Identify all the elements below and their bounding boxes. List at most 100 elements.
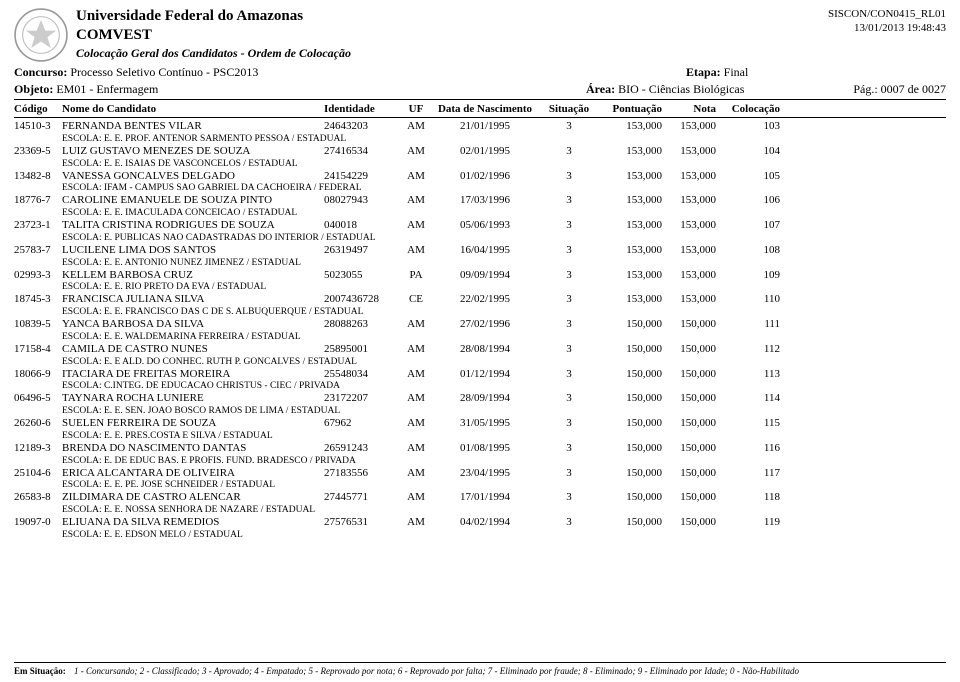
- candidate-school: ESCOLA: E. E. SEN. JOAO BOSCO RAMOS DE L…: [14, 406, 946, 416]
- cell-pontuacao: 150,000: [598, 516, 662, 530]
- cell-colocacao: 107: [716, 219, 780, 233]
- cell-situacao: 3: [540, 120, 598, 134]
- cell-colocacao: 113: [716, 368, 780, 382]
- concurso-label: Concurso:: [14, 65, 67, 79]
- cell-pontuacao: 153,000: [598, 170, 662, 184]
- cell-situacao: 3: [540, 269, 598, 283]
- candidate-school: ESCOLA: E. E. ANTONIO NUNEZ JIMENEZ / ES…: [14, 258, 946, 268]
- cell-colocacao: 110: [716, 293, 780, 307]
- etapa-value: Final: [724, 65, 749, 79]
- area-value: BIO - Ciências Biológicas: [618, 82, 744, 96]
- cell-nome: CAMILA DE CASTRO NUNES: [62, 343, 324, 357]
- cell-nome: BRENDA DO NASCIMENTO DANTAS: [62, 442, 324, 456]
- cell-nota: 150,000: [662, 417, 716, 431]
- candidate-school: ESCOLA: E. E. RIO PRETO DA EVA / ESTADUA…: [14, 282, 946, 292]
- col-colocacao: Colocação: [716, 103, 780, 115]
- candidate-row: 12189-3BRENDA DO NASCIMENTO DANTAS265912…: [14, 442, 946, 456]
- cell-uf: AM: [402, 368, 430, 382]
- cell-codigo: 12189-3: [14, 442, 62, 456]
- meta-row-2: Objeto: EM01 - Enfermagem Área: BIO - Ci…: [14, 82, 946, 100]
- cell-pontuacao: 153,000: [598, 194, 662, 208]
- cell-situacao: 3: [540, 194, 598, 208]
- candidate-row: 23369-5LUIZ GUSTAVO MENEZES DE SOUZA2741…: [14, 145, 946, 159]
- cell-uf: AM: [402, 392, 430, 406]
- cell-pontuacao: 150,000: [598, 417, 662, 431]
- cell-nome: YANCA BARBOSA DA SILVA: [62, 318, 324, 332]
- candidate-row: 25104-6ERICA ALCANTARA DE OLIVEIRA271835…: [14, 467, 946, 481]
- cell-nome: TAYNARA ROCHA LUNIERE: [62, 392, 324, 406]
- candidate-school: ESCOLA: E. E ALD. DO CONHEC. RUTH P. GON…: [14, 357, 946, 367]
- concurso-value: Processo Seletivo Contínuo - PSC2013: [70, 65, 258, 79]
- legend-footer: Em Situação: 1 - Concursando; 2 - Classi…: [14, 662, 946, 676]
- report-subtitle: Colocação Geral dos Candidatos - Ordem d…: [76, 46, 946, 61]
- cell-colocacao: 118: [716, 491, 780, 505]
- cell-colocacao: 104: [716, 145, 780, 159]
- cell-identidade: 25895001: [324, 343, 402, 357]
- cell-identidade: 26319497: [324, 244, 402, 258]
- cell-pontuacao: 153,000: [598, 244, 662, 258]
- system-meta: SISCON/CON0415_RL01 13/01/2013 19:48:43: [828, 8, 946, 34]
- cell-uf: AM: [402, 516, 430, 530]
- cell-nome: KELLEM BARBOSA CRUZ: [62, 269, 324, 283]
- candidate-school: ESCOLA: E. E. PE. JOSE SCHNEIDER / ESTAD…: [14, 480, 946, 490]
- cell-codigo: 25783-7: [14, 244, 62, 258]
- cell-nota: 153,000: [662, 219, 716, 233]
- col-uf: UF: [402, 103, 430, 115]
- cell-uf: AM: [402, 145, 430, 159]
- cell-identidade: 24643203: [324, 120, 402, 134]
- cell-pontuacao: 150,000: [598, 392, 662, 406]
- cell-codigo: 06496-5: [14, 392, 62, 406]
- col-identidade: Identidade: [324, 103, 402, 115]
- university-seal-icon: [14, 8, 68, 62]
- cell-codigo: 18066-9: [14, 368, 62, 382]
- cell-situacao: 3: [540, 491, 598, 505]
- candidate-school: ESCOLA: E. E. WALDEMARINA FERREIRA / EST…: [14, 332, 946, 342]
- cell-nota: 153,000: [662, 194, 716, 208]
- cell-data: 28/08/1994: [430, 343, 540, 357]
- cell-uf: AM: [402, 318, 430, 332]
- cell-data: 28/09/1994: [430, 392, 540, 406]
- cell-identidade: 27183556: [324, 467, 402, 481]
- cell-data: 04/02/1994: [430, 516, 540, 530]
- cell-data: 22/02/1995: [430, 293, 540, 307]
- cell-pontuacao: 150,000: [598, 318, 662, 332]
- cell-uf: AM: [402, 170, 430, 184]
- cell-nome: ELIUANA DA SILVA REMEDIOS: [62, 516, 324, 530]
- cell-codigo: 02993-3: [14, 269, 62, 283]
- cell-identidade: 24154229: [324, 170, 402, 184]
- area-label: Área:: [586, 82, 615, 96]
- cell-situacao: 3: [540, 293, 598, 307]
- cell-nome: TALITA CRISTINA RODRIGUES DE SOUZA: [62, 219, 324, 233]
- cell-situacao: 3: [540, 145, 598, 159]
- cell-uf: AM: [402, 343, 430, 357]
- cell-colocacao: 116: [716, 442, 780, 456]
- cell-colocacao: 117: [716, 467, 780, 481]
- cell-data: 01/12/1994: [430, 368, 540, 382]
- cell-nota: 150,000: [662, 343, 716, 357]
- candidate-school: ESCOLA: E. PUBLICAS NAO CADASTRADAS DO I…: [14, 233, 946, 243]
- cell-uf: CE: [402, 293, 430, 307]
- cell-situacao: 3: [540, 417, 598, 431]
- objeto-value: EM01 - Enfermagem: [56, 82, 158, 96]
- university-name: Universidade Federal do Amazonas: [76, 8, 946, 25]
- cell-uf: AM: [402, 120, 430, 134]
- cell-identidade: 27445771: [324, 491, 402, 505]
- cell-data: 17/03/1996: [430, 194, 540, 208]
- cell-data: 09/09/1994: [430, 269, 540, 283]
- etapa-label: Etapa:: [686, 65, 721, 79]
- cell-uf: AM: [402, 194, 430, 208]
- candidate-row: 18776-7CAROLINE EMANUELE DE SOUZA PINTO0…: [14, 194, 946, 208]
- cell-nome: ERICA ALCANTARA DE OLIVEIRA: [62, 467, 324, 481]
- cell-situacao: 3: [540, 219, 598, 233]
- cell-codigo: 10839-5: [14, 318, 62, 332]
- cell-nota: 150,000: [662, 392, 716, 406]
- candidate-school: ESCOLA: E. E. ISAIAS DE VASCONCELOS / ES…: [14, 159, 946, 169]
- cell-uf: AM: [402, 491, 430, 505]
- cell-data: 21/01/1995: [430, 120, 540, 134]
- cell-codigo: 13482-8: [14, 170, 62, 184]
- cell-situacao: 3: [540, 318, 598, 332]
- cell-uf: AM: [402, 244, 430, 258]
- report-header: Universidade Federal do Amazonas COMVEST…: [14, 8, 946, 61]
- cell-colocacao: 111: [716, 318, 780, 332]
- cell-data: 23/04/1995: [430, 467, 540, 481]
